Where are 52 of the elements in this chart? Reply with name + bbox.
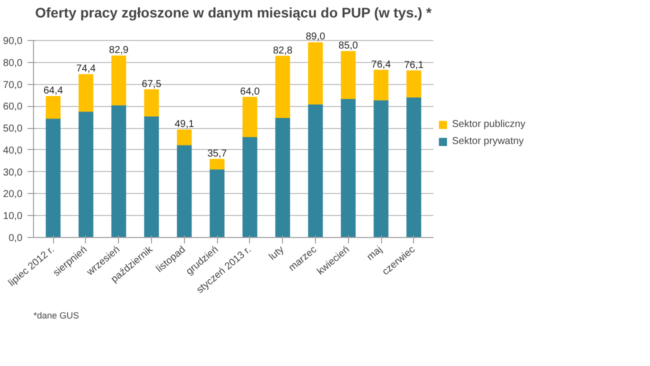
y-tick-label: 30,0 <box>3 167 23 178</box>
bar <box>340 50 356 100</box>
y-tick-label: 60,0 <box>3 102 23 113</box>
bar <box>406 96 422 238</box>
y-tick-label: 80,0 <box>3 58 23 69</box>
bar <box>144 116 159 238</box>
bar <box>176 144 192 238</box>
bar <box>275 117 290 238</box>
total-label: 89,0 <box>306 32 326 43</box>
bar <box>111 104 126 238</box>
bar <box>374 99 388 238</box>
total-label: 74,4 <box>76 64 96 75</box>
bar <box>308 103 323 238</box>
total-label: 64,0 <box>240 86 260 98</box>
y-tick-label: 90,0 <box>3 36 23 47</box>
y-tick-label: 20,0 <box>3 189 23 200</box>
bar <box>210 158 224 170</box>
bar <box>242 136 258 238</box>
legend-label: Sektor publiczny <box>452 119 526 130</box>
legend-label: Sektor prywatny <box>452 136 524 147</box>
y-tick-label: 10,0 <box>3 211 23 222</box>
total-label: 67,5 <box>142 78 162 90</box>
total-label: 64,4 <box>43 86 64 97</box>
bar <box>78 110 94 238</box>
total-label: 85,0 <box>338 40 358 52</box>
total-label: 76,1 <box>404 60 424 71</box>
y-tick-label: 40,0 <box>3 145 23 156</box>
y-tick-label: 70,0 <box>3 80 23 91</box>
total-label: 82,9 <box>109 45 129 56</box>
x-tick-label: luty <box>267 244 286 263</box>
chart-title: Oferty pracy zgłoszone w danym miesiącu do PUP (w tys.) * <box>35 4 432 20</box>
bar <box>176 130 192 146</box>
bar <box>308 42 323 104</box>
total-label: 49,1 <box>174 119 194 130</box>
bar <box>340 98 356 238</box>
bar <box>374 70 388 100</box>
bar <box>111 56 126 106</box>
bar <box>210 168 224 238</box>
text: *dane GUS <box>34 310 80 320</box>
bar <box>406 70 422 98</box>
total-label: 82,8 <box>272 45 293 56</box>
total-label: 35,7 <box>207 148 228 160</box>
bar <box>275 56 290 118</box>
y-tick-label: 50,0 <box>3 124 23 135</box>
y-tick-label: 0,0 <box>8 233 23 244</box>
bar <box>78 74 94 112</box>
bar <box>242 96 258 138</box>
bar <box>144 89 159 117</box>
x-tick-label: maj <box>365 244 385 264</box>
total-label: 76,4 <box>371 59 392 70</box>
bar <box>46 118 61 238</box>
bar <box>46 96 61 119</box>
